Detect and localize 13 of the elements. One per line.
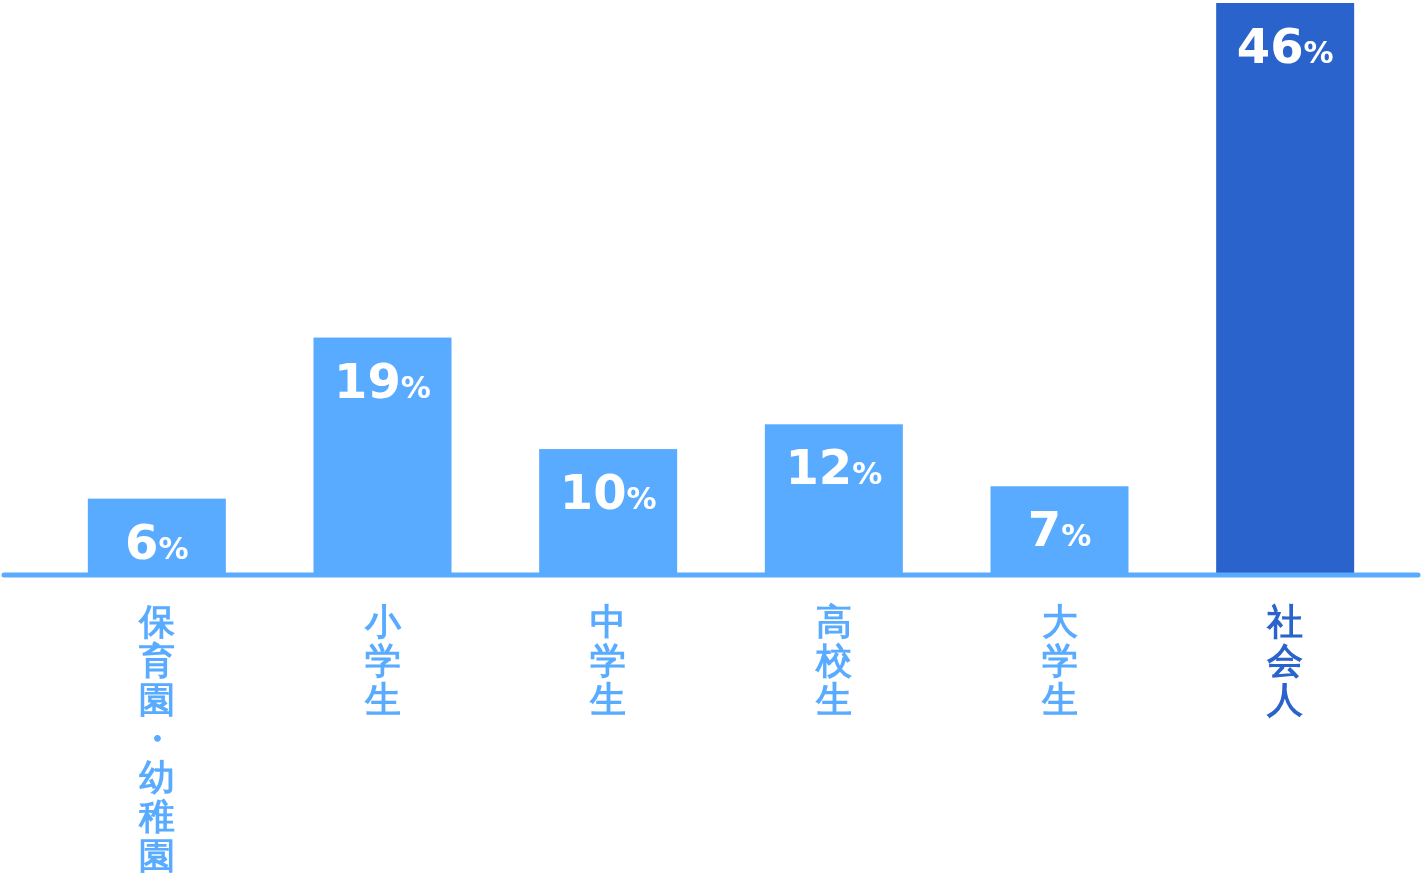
data-label: 7% xyxy=(1027,501,1092,558)
x-tick-label: 社会人 xyxy=(1266,601,1304,720)
x-tick-label: 中学生 xyxy=(589,601,627,720)
data-label: 12% xyxy=(785,439,883,496)
x-tick-label: 大学生 xyxy=(1040,601,1078,720)
data-label: 6% xyxy=(125,513,189,570)
x-tick-label: 高校生 xyxy=(813,601,853,720)
data-label: 19% xyxy=(334,352,431,409)
x-tick-label: 保育園・幼稚園 xyxy=(136,601,176,876)
data-label: 46% xyxy=(1236,18,1334,74)
x-tick-label: 小学生 xyxy=(363,601,402,720)
data-label: 10% xyxy=(559,464,657,521)
bar xyxy=(1216,3,1355,573)
